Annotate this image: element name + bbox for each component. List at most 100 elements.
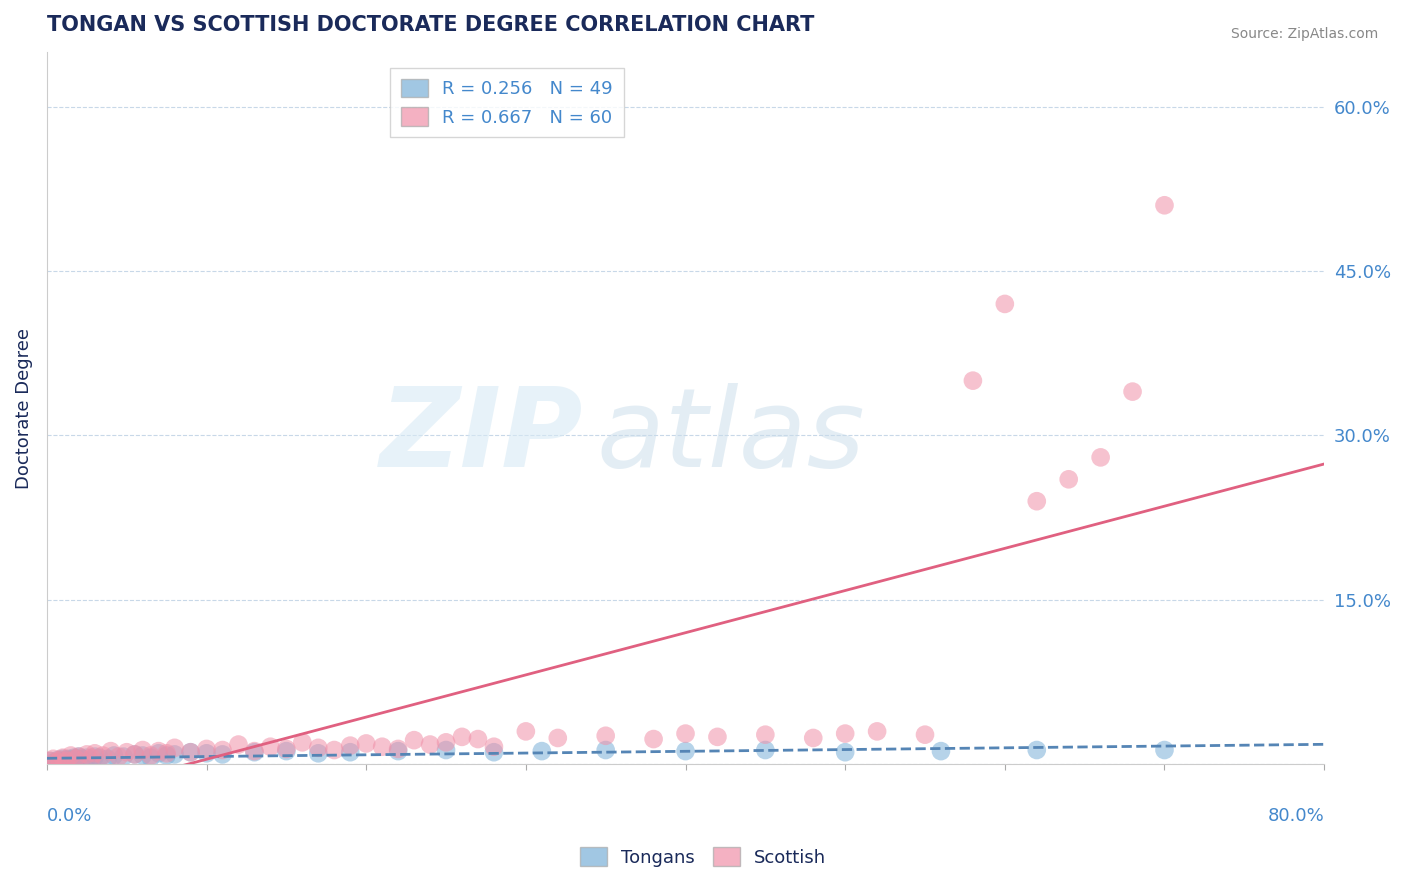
Point — [259, 739, 281, 754]
Point — [243, 745, 266, 759]
Point — [1025, 743, 1047, 757]
Point — [339, 739, 361, 753]
Point — [307, 740, 329, 755]
Text: 80.0%: 80.0% — [1267, 807, 1324, 825]
Point — [53, 755, 76, 769]
Point — [48, 755, 70, 769]
Point — [42, 752, 65, 766]
Point — [291, 735, 314, 749]
Point — [89, 750, 111, 764]
Point — [58, 752, 80, 766]
Point — [387, 744, 409, 758]
Point — [62, 754, 84, 768]
Point — [163, 747, 186, 762]
Point — [1153, 198, 1175, 212]
Point — [55, 754, 77, 768]
Point — [434, 735, 457, 749]
Point — [103, 748, 125, 763]
Point — [404, 733, 426, 747]
Legend: R = 0.256   N = 49, R = 0.667   N = 60: R = 0.256 N = 49, R = 0.667 N = 60 — [389, 68, 624, 137]
Point — [276, 742, 298, 756]
Point — [195, 747, 218, 761]
Point — [754, 743, 776, 757]
Point — [929, 744, 952, 758]
Point — [65, 753, 87, 767]
Point — [46, 753, 69, 767]
Point — [962, 374, 984, 388]
Point — [434, 743, 457, 757]
Point — [131, 748, 153, 763]
Point — [354, 736, 377, 750]
Point — [52, 750, 75, 764]
Point — [48, 753, 70, 767]
Y-axis label: Doctorate Degree: Doctorate Degree — [15, 327, 32, 489]
Point — [83, 749, 105, 764]
Point — [675, 744, 697, 758]
Point — [124, 747, 146, 762]
Point — [115, 745, 138, 759]
Point — [148, 747, 170, 761]
Point — [371, 739, 394, 754]
Point — [148, 744, 170, 758]
Text: TONGAN VS SCOTTISH DOCTORATE DEGREE CORRELATION CHART: TONGAN VS SCOTTISH DOCTORATE DEGREE CORR… — [46, 15, 814, 35]
Point — [1122, 384, 1144, 399]
Point — [1025, 494, 1047, 508]
Point — [112, 749, 135, 764]
Point — [79, 753, 101, 767]
Point — [139, 748, 162, 763]
Point — [482, 739, 505, 754]
Point — [482, 745, 505, 759]
Point — [387, 742, 409, 756]
Point — [801, 731, 824, 745]
Point — [70, 752, 93, 766]
Point — [211, 743, 233, 757]
Point — [195, 742, 218, 756]
Point — [754, 728, 776, 742]
Point — [100, 744, 122, 758]
Point — [96, 752, 118, 766]
Point — [83, 747, 105, 761]
Point — [45, 755, 67, 769]
Point — [530, 744, 553, 758]
Point — [180, 745, 202, 759]
Text: ZIP: ZIP — [380, 383, 583, 490]
Point — [59, 748, 82, 763]
Point — [131, 743, 153, 757]
Point — [76, 750, 98, 764]
Point — [67, 749, 90, 764]
Point — [211, 747, 233, 762]
Point — [595, 729, 617, 743]
Point — [675, 726, 697, 740]
Point — [56, 754, 79, 768]
Point — [228, 738, 250, 752]
Point — [163, 740, 186, 755]
Point — [243, 744, 266, 758]
Point — [1153, 743, 1175, 757]
Point — [547, 731, 569, 745]
Point — [66, 752, 89, 766]
Point — [451, 730, 474, 744]
Point — [643, 732, 665, 747]
Text: Source: ZipAtlas.com: Source: ZipAtlas.com — [1230, 27, 1378, 41]
Point — [107, 749, 129, 764]
Point — [55, 753, 77, 767]
Text: atlas: atlas — [596, 383, 865, 490]
Point — [65, 752, 87, 766]
Point — [515, 724, 537, 739]
Point — [76, 747, 98, 762]
Point — [80, 750, 103, 764]
Point — [51, 754, 73, 768]
Point — [595, 743, 617, 757]
Point — [866, 724, 889, 739]
Point — [63, 750, 86, 764]
Point — [59, 753, 82, 767]
Point — [914, 728, 936, 742]
Point — [44, 755, 66, 769]
Point — [41, 756, 63, 771]
Point — [156, 748, 179, 763]
Point — [52, 752, 75, 766]
Text: 0.0%: 0.0% — [46, 807, 93, 825]
Point — [39, 754, 62, 768]
Point — [307, 747, 329, 761]
Point — [467, 732, 489, 747]
